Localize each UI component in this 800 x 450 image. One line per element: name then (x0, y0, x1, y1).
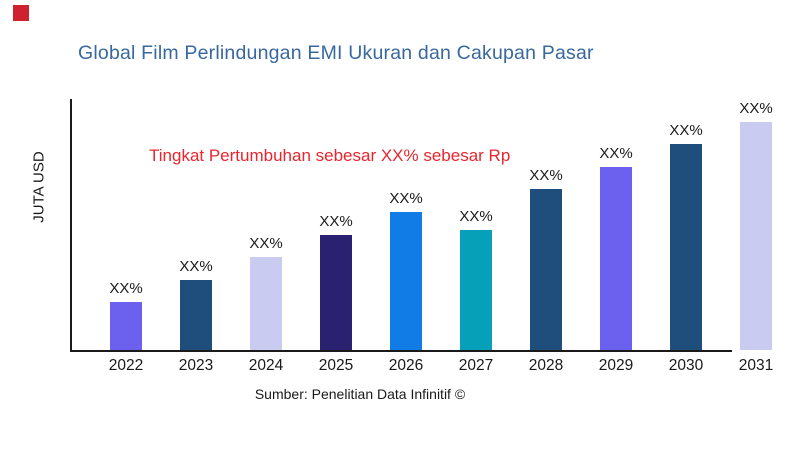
growth-annotation: Tingkat Pertumbuhan sebesar XX% sebesar … (149, 146, 511, 165)
x-tick-label-2030: 2030 (668, 357, 704, 374)
x-tick-label-2031: 2031 (738, 357, 774, 374)
bar-2025 (320, 235, 352, 350)
corner-marker (13, 5, 29, 21)
bar-value-label-2029: XX% (599, 145, 633, 162)
bar-value-label-2030: XX% (669, 122, 703, 139)
y-axis-line (70, 99, 72, 352)
x-tick-label-2024: 2024 (248, 357, 284, 374)
bar-value-label-2023: XX% (179, 258, 213, 275)
bar-2031 (740, 122, 772, 350)
bar-value-label-2026: XX% (389, 190, 423, 207)
bar-value-label-2028: XX% (529, 167, 563, 184)
x-tick-label-2026: 2026 (388, 357, 424, 374)
x-tick-label-2027: 2027 (458, 357, 494, 374)
bar-2030 (670, 144, 702, 350)
x-tick-label-2025: 2025 (318, 357, 354, 374)
bar-value-label-2025: XX% (319, 213, 353, 230)
bar-value-label-2024: XX% (249, 235, 283, 252)
x-tick-label-2022: 2022 (108, 357, 144, 374)
bar-2023 (180, 280, 212, 350)
x-tick-label-2029: 2029 (598, 357, 634, 374)
x-tick-label-2023: 2023 (178, 357, 214, 374)
bar-2029 (600, 167, 632, 350)
bar-value-label-2031: XX% (739, 100, 773, 117)
bar-value-label-2022: XX% (109, 280, 143, 297)
x-axis-line (70, 350, 732, 352)
bar-2026 (390, 212, 422, 350)
y-axis-label: JUTA USD (30, 151, 48, 223)
bar-2024 (250, 257, 282, 350)
bar-2022 (110, 302, 142, 350)
bar-value-label-2027: XX% (459, 208, 493, 225)
bar-2027 (460, 230, 492, 350)
bar-2028 (530, 189, 562, 350)
x-tick-label-2028: 2028 (528, 357, 564, 374)
source-credit: Sumber: Penelitian Data Infinitif © (254, 386, 466, 402)
chart-title: Global Film Perlindungan EMI Ukuran dan … (78, 42, 594, 64)
